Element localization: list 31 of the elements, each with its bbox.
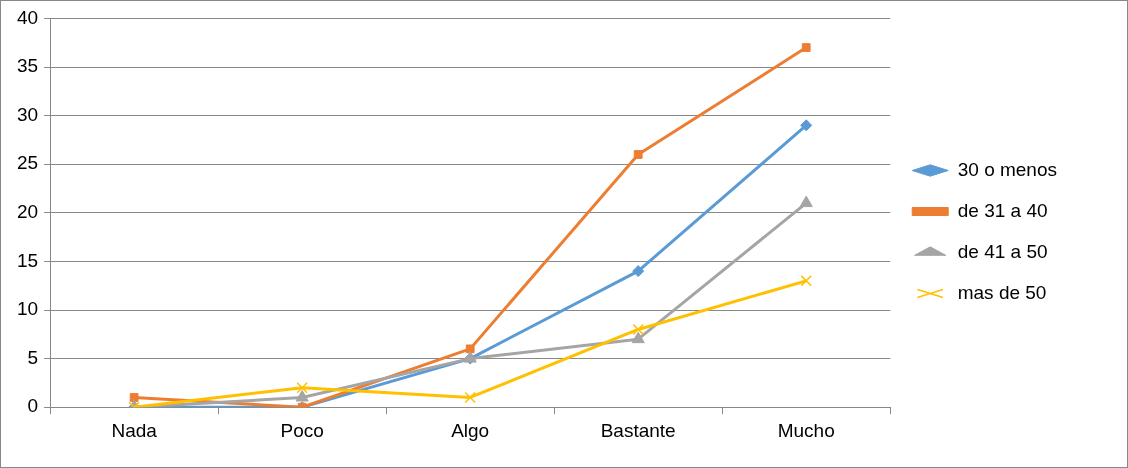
point — [464, 391, 476, 404]
point — [631, 331, 645, 344]
y-tick-label: 5 — [27, 346, 39, 368]
legend-label: mas de 50 — [957, 281, 1047, 303]
legend-label: de 41 a 50 — [957, 240, 1048, 262]
y-tick-label: 35 — [16, 55, 39, 77]
x-tick-label: Mucho — [777, 419, 835, 441]
point — [296, 382, 308, 394]
point — [633, 150, 643, 159]
x-tick-label: Bastante — [600, 419, 676, 441]
y-tick-label: 40 — [16, 6, 39, 28]
x-tick-label: Poco — [280, 419, 324, 441]
y-tick-label: 0 — [27, 395, 39, 417]
y-tick-label: 30 — [16, 103, 39, 125]
point — [800, 275, 812, 287]
point — [799, 195, 813, 208]
point — [632, 323, 644, 336]
legend-label: de 31 a 40 — [957, 199, 1048, 221]
y-tick-label: 15 — [16, 249, 39, 271]
point — [129, 393, 139, 402]
legend-label: 30 o menos — [957, 158, 1058, 180]
point — [465, 344, 475, 354]
x-tick-label: Algo — [451, 419, 490, 441]
y-tick-label: 20 — [16, 201, 39, 223]
point — [800, 119, 813, 132]
y-tick-label: 25 — [16, 152, 39, 174]
point — [632, 265, 645, 278]
y-tick-label: 10 — [16, 298, 39, 320]
point — [295, 389, 309, 402]
x-tick-label: Nada — [111, 419, 158, 441]
point — [801, 43, 811, 52]
